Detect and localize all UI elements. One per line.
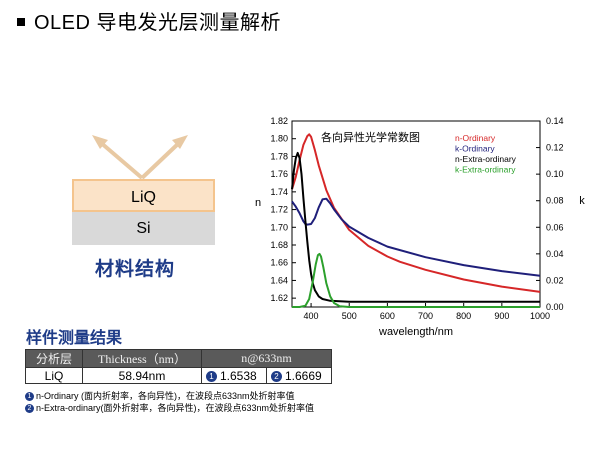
y-right-tick-label: 0.08 <box>546 196 564 206</box>
y-left-tick-label: 1.78 <box>270 151 288 161</box>
results-heading: 样件测量结果 <box>26 330 123 347</box>
y-left-tick-label: 1.66 <box>270 258 288 268</box>
y-right-tick-label: 0.00 <box>546 302 564 312</box>
note-marker-1-icon: 1 <box>25 392 34 402</box>
legend-entry-2: n-Extra-ordinary <box>455 154 517 164</box>
x-tick-label: 500 <box>342 311 357 321</box>
marker-2-icon: 2 <box>271 370 282 382</box>
y-left-tick-label: 1.74 <box>270 187 288 197</box>
header-layer: 分析层 <box>25 349 83 368</box>
y-right-tick-label: 0.06 <box>546 222 564 232</box>
note-1-text: n-Ordinary (面内折射率，各向异性)，在波段点633nm处折射率值 <box>36 391 295 401</box>
y-left-tick-label: 1.72 <box>270 205 288 215</box>
n-extra-ordinary-value: 1.6669 <box>285 368 322 383</box>
note-marker-2-icon: 2 <box>25 404 34 414</box>
y-right-tick-label: 0.10 <box>546 169 564 179</box>
y-left-axis-label: n <box>255 197 261 209</box>
x-axis-label: wavelength/nm <box>378 326 453 338</box>
cell-n-extra-ordinary: 2 1.6669 <box>266 367 332 384</box>
series-line-3 <box>292 252 540 308</box>
legend-entry-1: k-Ordinary <box>455 144 495 154</box>
y-right-tick-label: 0.14 <box>546 116 564 126</box>
marker-1-icon: 1 <box>206 370 217 382</box>
x-tick-label: 900 <box>494 311 509 321</box>
x-tick-label: 400 <box>304 311 319 321</box>
note-2: 2 n-Extra-ordinary(面外折射率，各向异性)，在波段点633nm处… <box>25 401 314 414</box>
cell-n-ordinary: 1 1.6538 <box>201 367 267 384</box>
plot-frame <box>291 120 541 308</box>
series-line-1 <box>291 197 541 277</box>
table-row: LiQ 58.94nm 1 1.6538 2 1.6669 <box>25 367 332 384</box>
series-line-2 <box>291 151 540 303</box>
y-right-tick-label: 0.12 <box>546 143 564 153</box>
y-left-tick-label: 1.64 <box>270 275 288 285</box>
page-title: OLED 导电发光层测量解析 <box>34 12 282 34</box>
y-left-tick-label: 1.70 <box>270 222 288 232</box>
x-tick-label: 700 <box>418 311 433 321</box>
x-tick-label: 800 <box>456 311 471 321</box>
y-right-tick-label: 0.02 <box>546 275 564 285</box>
series-line-0 <box>291 133 541 293</box>
note-2-text: n-Extra-ordinary(面外折射率，各向异性)，在波段点633nm处折… <box>36 403 315 413</box>
header-thickness: Thickness（nm） <box>82 349 202 368</box>
liq-layer: LiQ <box>72 179 215 212</box>
y-left-tick-label: 1.68 <box>270 240 288 250</box>
x-tick-label: 600 <box>380 311 395 321</box>
cell-thickness: 58.94nm <box>82 367 202 384</box>
y-left-tick-label: 1.82 <box>270 116 288 126</box>
y-left-tick-label: 1.62 <box>270 293 288 303</box>
x-tick-label: 1000 <box>530 311 550 321</box>
results-header-row: 分析层 Thickness（nm） n@633nm <box>25 349 332 368</box>
structure-caption: 材料结构 <box>95 259 176 280</box>
header-n633: n@633nm <box>201 349 332 368</box>
y-left-tick-label: 1.76 <box>270 169 288 179</box>
cell-layer: LiQ <box>25 367 83 384</box>
note-1: 1 n-Ordinary (面内折射率，各向异性)，在波段点633nm处折射率值 <box>25 389 295 402</box>
y-right-tick-label: 0.04 <box>546 249 564 259</box>
chart-title: 各向异性光学常数图 <box>321 130 420 144</box>
si-substrate: Si <box>72 212 215 245</box>
legend-entry-3: k-Extra-ordinary <box>455 165 516 175</box>
title-bullet <box>17 18 25 26</box>
reflection-arrows-icon <box>92 135 188 180</box>
y-left-tick-label: 1.80 <box>270 134 288 144</box>
y-right-axis-label: k <box>579 195 585 207</box>
legend-entry-0: n-Ordinary <box>455 133 496 143</box>
n-ordinary-value: 1.6538 <box>220 368 257 383</box>
